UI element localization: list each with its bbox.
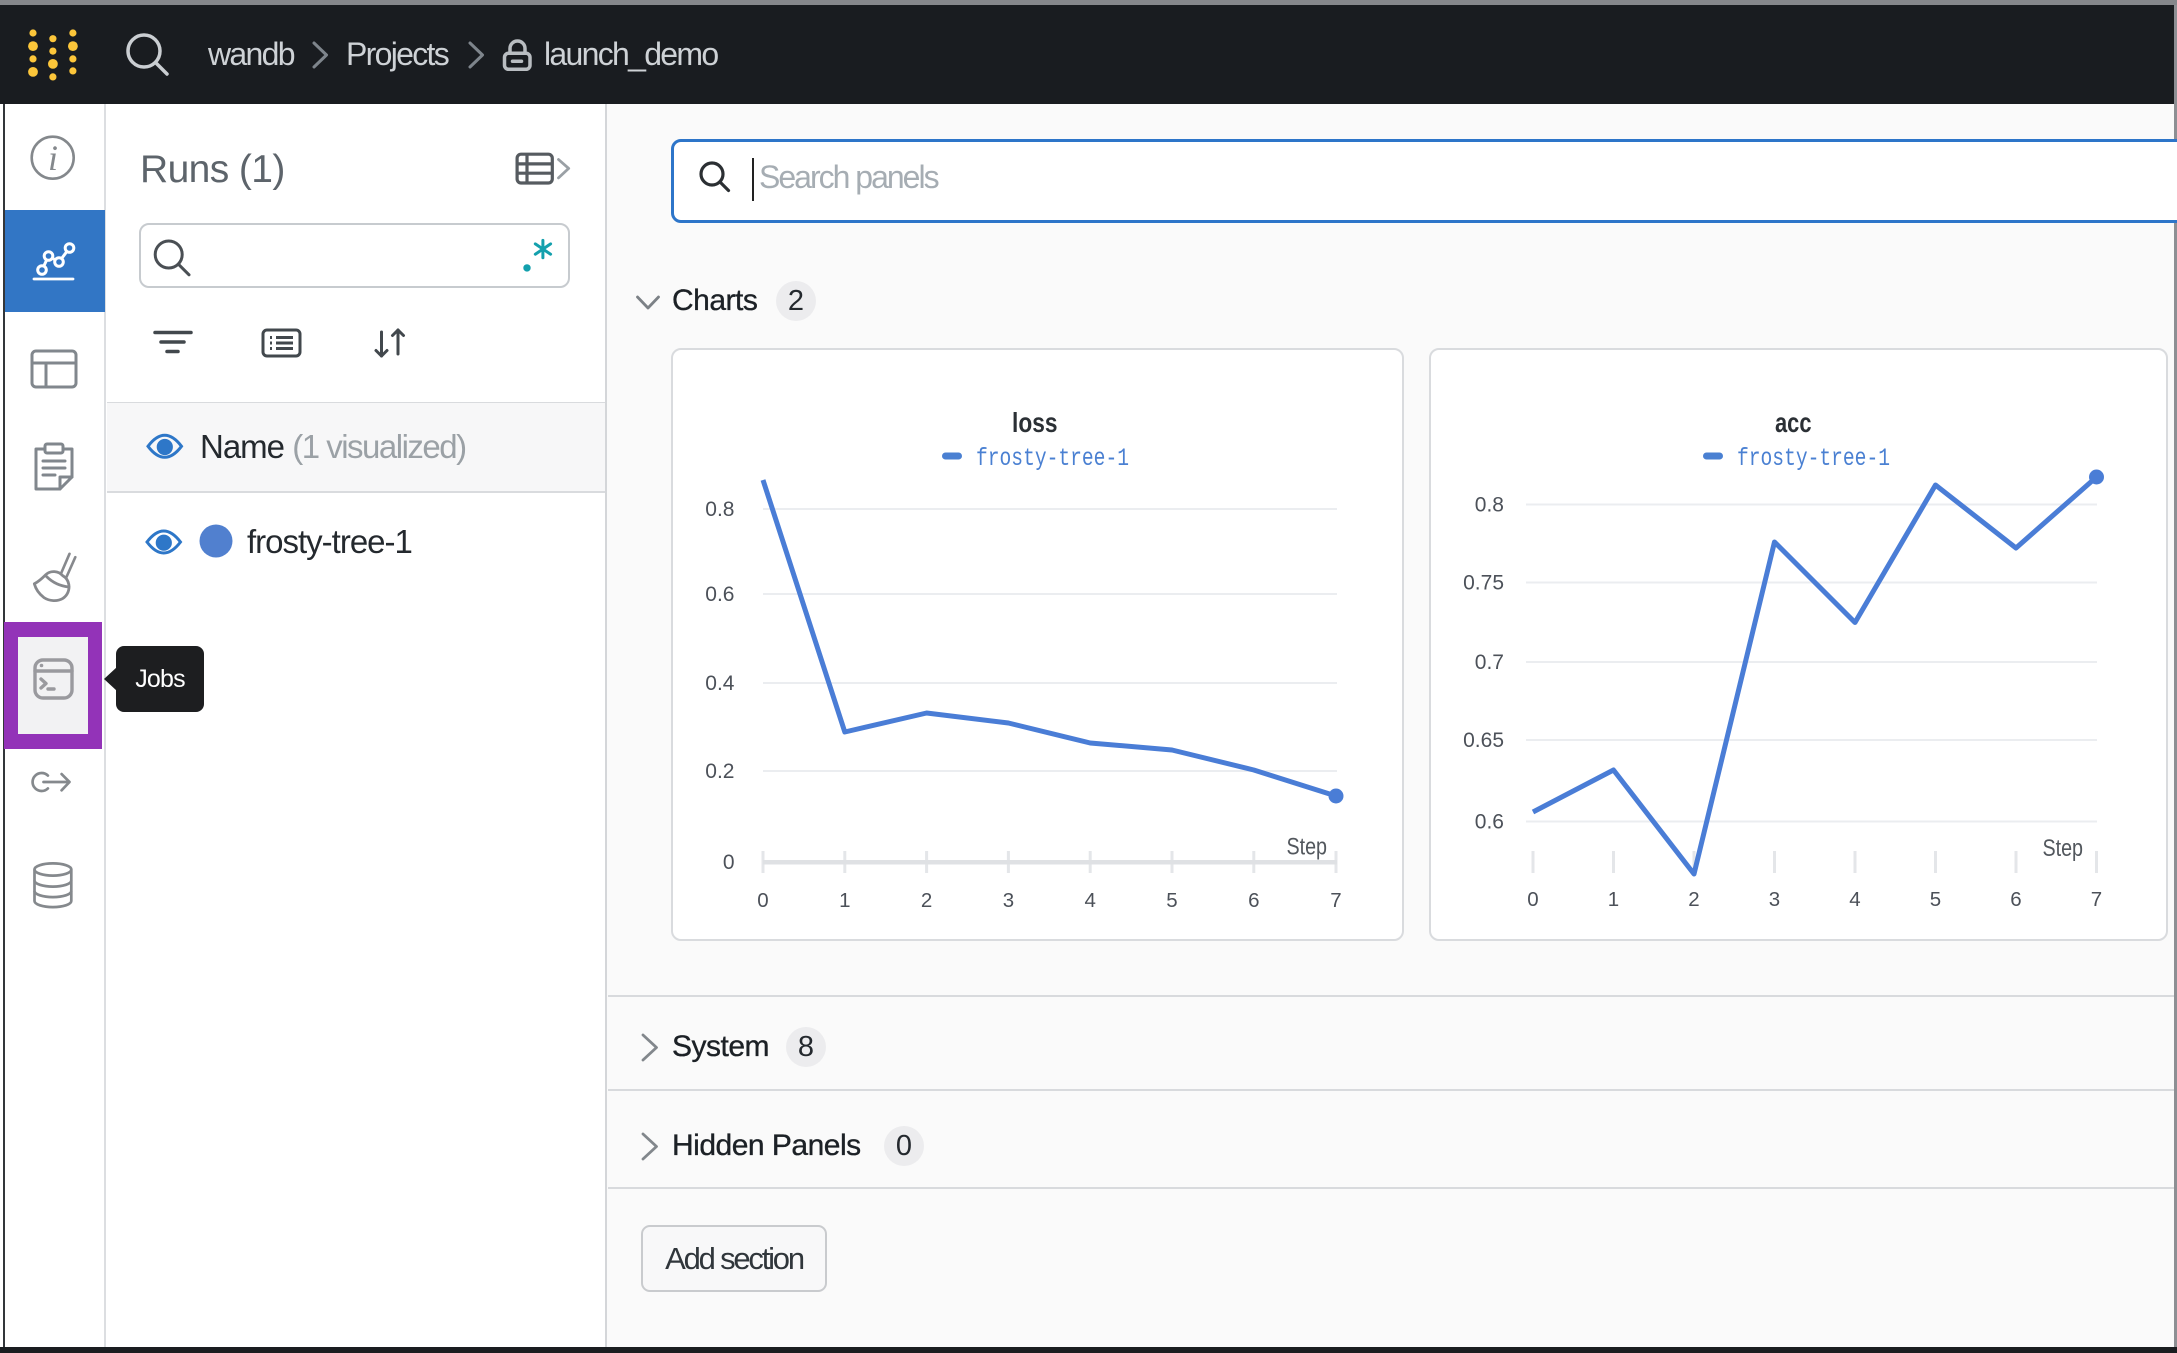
svg-text:0.7: 0.7 [1475,651,1504,674]
svg-text:0.8: 0.8 [705,498,734,521]
svg-text:4: 4 [1849,888,1860,911]
svg-text:6: 6 [2010,888,2021,911]
svg-text:7: 7 [1330,889,1341,912]
svg-text:2: 2 [921,889,932,912]
svg-text:6: 6 [1248,889,1259,912]
svg-text:0.75: 0.75 [1463,572,1504,595]
svg-text:0.6: 0.6 [1475,811,1504,834]
svg-text:1: 1 [1608,888,1619,911]
svg-text:frosty-tree-1: frosty-tree-1 [1737,444,1890,473]
svg-text:3: 3 [1769,888,1780,911]
svg-text:acc: acc [1775,407,1812,438]
svg-text:loss: loss [1012,407,1058,438]
svg-text:1: 1 [839,889,850,912]
svg-text:0: 0 [723,851,735,874]
svg-text:0: 0 [1527,888,1538,911]
svg-text:7: 7 [2091,888,2102,911]
svg-text:i: i [48,138,58,178]
svg-text:Step: Step [2043,835,2084,862]
svg-text:Step: Step [1287,834,1328,861]
svg-text:4: 4 [1084,889,1095,912]
svg-text:2: 2 [1688,888,1699,911]
svg-text:0.65: 0.65 [1463,729,1504,752]
svg-text:0: 0 [757,889,768,912]
svg-text:5: 5 [1930,888,1941,911]
svg-text:frosty-tree-1: frosty-tree-1 [976,444,1129,473]
svg-text:0.2: 0.2 [705,760,734,783]
svg-text:0.8: 0.8 [1475,494,1504,517]
svg-text:0.6: 0.6 [705,583,734,606]
svg-text:3: 3 [1003,889,1014,912]
svg-text:0.4: 0.4 [705,672,735,695]
svg-text:5: 5 [1166,889,1177,912]
